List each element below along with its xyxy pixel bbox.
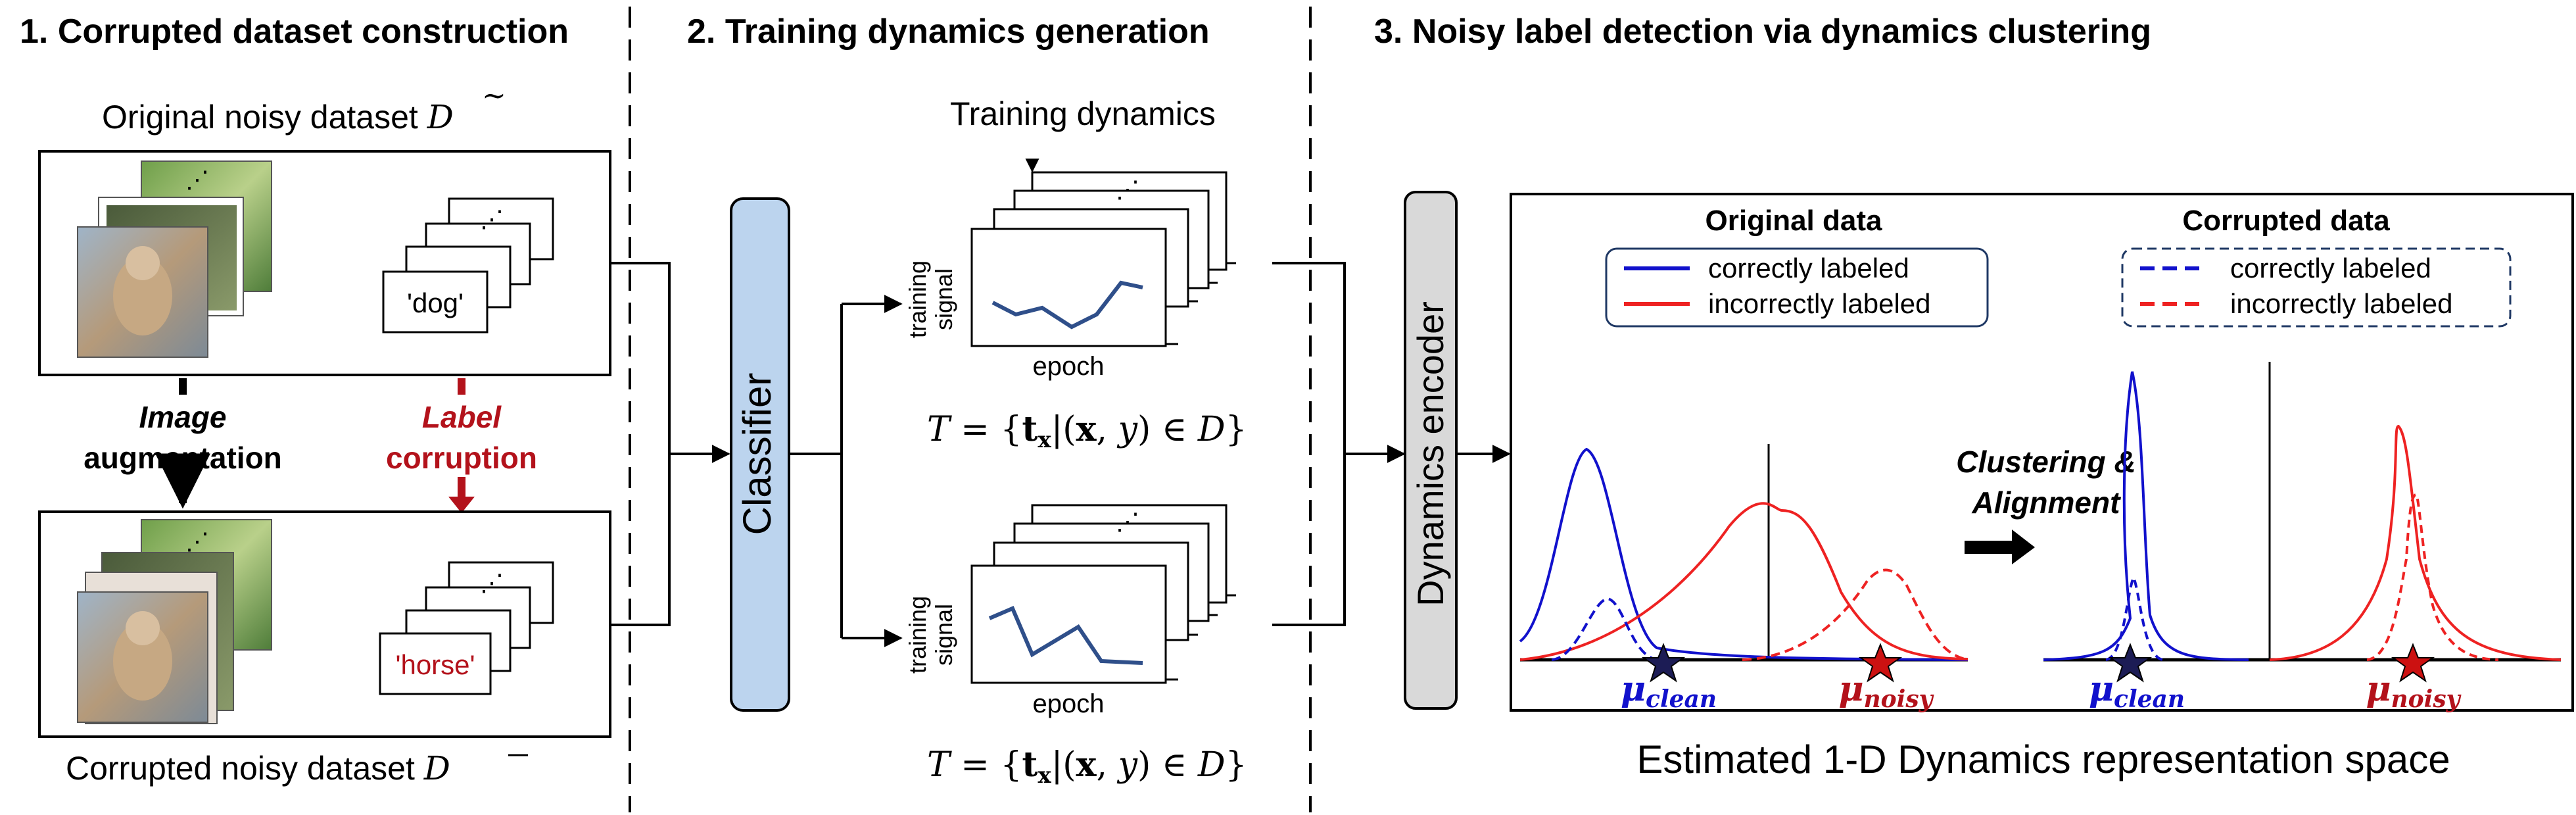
label-horse: 'horse' <box>395 649 475 680</box>
original-image-stack <box>77 161 272 358</box>
mu-noisy-left: μnoisy <box>1838 669 1934 713</box>
label-dog: 'dog' <box>407 287 464 318</box>
ellipsis-icon-corrupted: ⋰ <box>185 528 209 555</box>
corrupted-label-stack <box>379 561 554 695</box>
legend-corrupted <box>2121 247 2512 328</box>
corrupted-dataset-title: Corrupted noisy dataset D <box>66 749 450 787</box>
original-data-title: Original data <box>1705 205 1882 237</box>
clustering-arrow <box>1965 530 2035 564</box>
bottom-ylabel-1: training <box>904 596 931 674</box>
legend-correct-1: correctly labeled <box>1708 253 1909 284</box>
connector-bottom <box>610 454 671 626</box>
representation-space-caption: Estimated 1-D Dynamics representation sp… <box>1636 737 2450 781</box>
original-dataset-title: Original noisy dataset D <box>102 98 454 136</box>
legend-original <box>1605 247 1989 328</box>
corr-arrow-head <box>448 497 475 513</box>
clustering-label-1: Clustering & <box>1956 445 2135 479</box>
top-xlabel: epoch <box>1033 352 1105 381</box>
top-ylabel-2: signal <box>930 268 957 330</box>
image-augmentation-label-2: augmentation <box>83 441 282 475</box>
clustering-label-2: Alignment <box>1972 485 2122 520</box>
connector-top <box>610 262 671 454</box>
original-tilde: ~ <box>482 79 506 112</box>
top-ylabel-1: training <box>904 260 931 338</box>
formula-top: T = {tx|(x, y) ∈ D} <box>927 409 1247 453</box>
bottom-ylabel-2: signal <box>930 604 957 666</box>
legend-incorrect-2: incorrectly labeled <box>2230 288 2453 319</box>
legend-correct-2: correctly labeled <box>2230 253 2431 284</box>
bottom-xlabel: epoch <box>1033 689 1105 718</box>
ellipsis-icon-bottom: ⋰ <box>1116 508 1139 535</box>
section-title-3: 3. Noisy label detection via dynamics cl… <box>1374 12 2151 51</box>
corr-connector <box>458 378 465 395</box>
label-corruption-label-2: corruption <box>386 441 537 475</box>
mu-clean-left: μclean <box>1621 669 1717 713</box>
top-training-curve <box>991 280 1143 330</box>
ellipsis-icon: ⋰ <box>185 166 209 193</box>
encoder-box <box>1404 191 1458 710</box>
ellipsis-icon-labels: ⋰ <box>480 205 504 232</box>
bottom-dynamics-stack <box>970 504 1236 684</box>
ellipsis-icon-corrupted-labels: ⋰ <box>480 569 504 596</box>
legend-incorrect-1: incorrectly labeled <box>1708 288 1931 319</box>
training-dynamics-title: Training dynamics <box>950 95 1216 132</box>
bottom-training-curve <box>988 606 1143 665</box>
corrupted-distribution-plot <box>2043 362 2562 683</box>
original-label-stack <box>382 197 554 333</box>
stage2-top-out <box>1272 262 1346 454</box>
label-corruption-label: Label <box>422 400 502 434</box>
encoder-label: Dynamics encoder <box>1410 301 1451 606</box>
corrupted-data-title: Corrupted data <box>2182 205 2390 237</box>
top-dynamics-stack <box>970 159 1236 347</box>
mu-noisy-right: μnoisy <box>2366 669 2461 713</box>
section-title-1: 1. Corrupted dataset construction <box>20 12 569 51</box>
aug-connector <box>179 378 187 395</box>
section-title-2: 2. Training dynamics generation <box>687 12 1210 51</box>
mu-clean-right: μclean <box>2089 669 2185 713</box>
classifier-label: Classifier <box>735 373 779 535</box>
original-distribution-plot <box>1519 444 1968 683</box>
corrupted-image-stack <box>77 519 272 724</box>
stage2-bottom-out <box>1272 454 1346 626</box>
image-augmentation-label: Image <box>139 400 227 434</box>
formula-bottom: T = {tx|(x, y) ∈ D} <box>927 745 1247 789</box>
ellipsis-icon-top: ⋰ <box>1116 176 1139 203</box>
